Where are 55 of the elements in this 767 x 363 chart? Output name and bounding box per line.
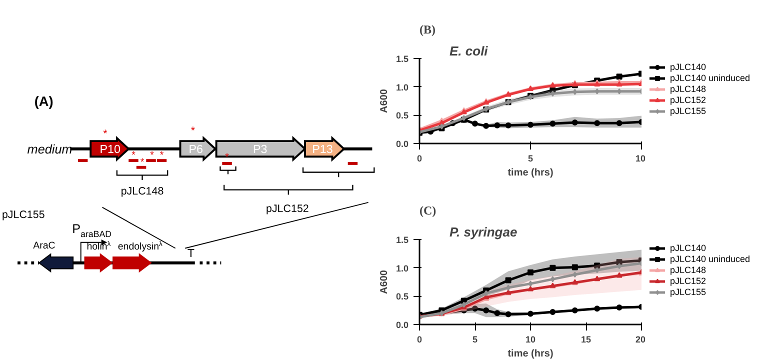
text: (A) [34, 94, 54, 109]
y-tick-label: 0.5 [396, 292, 409, 302]
y-tick-label: 1.5 [396, 54, 409, 64]
y-tick-label: 1.0 [396, 263, 409, 274]
x-tick-label: 15 [580, 334, 592, 344]
x-axis-title: time (hrs) [508, 348, 554, 360]
text: P6 [188, 142, 203, 156]
text: pJLC152 [266, 202, 309, 215]
chart-subtitle: P. syringae [450, 224, 518, 240]
legend-label: pJLC155 [670, 287, 706, 297]
x-tick-label: 0 [416, 154, 422, 164]
legend-label: pJLC148 [670, 84, 706, 94]
y-tick-label: 1.0 [396, 82, 409, 92]
text: * [160, 150, 164, 162]
text: P10 [100, 142, 121, 156]
text: T [187, 247, 195, 260]
text: * [103, 128, 108, 140]
legend-label: pJLC148 [670, 265, 706, 275]
text: * [150, 150, 154, 162]
chart-title: (C) [420, 204, 436, 218]
legend-label: pJLC152 [670, 276, 706, 286]
text: medium [27, 142, 72, 156]
text: * [140, 156, 144, 168]
y-axis-title: A600 [378, 88, 390, 113]
text: pJLC155 [2, 208, 45, 221]
text: P$_{araBAD}$ [72, 222, 112, 240]
legend-label: pJLC155 [670, 106, 706, 116]
x-tick-label: 5 [528, 154, 534, 164]
text: endolysin$^{λ}$ [118, 240, 164, 253]
y-tick-label: 0.5 [396, 110, 409, 121]
text: holin$^{λ}$ [86, 240, 112, 253]
y-tick-label: 0.0 [396, 320, 409, 330]
y-tick-label: 0.0 [396, 139, 409, 149]
x-tick-label: 20 [635, 334, 646, 344]
x-tick-label: 10 [635, 154, 646, 164]
legend-label: pJLC140 uninduced [670, 73, 750, 83]
chart-subtitle: E. coli [450, 44, 488, 58]
legend-label: pJLC152 [670, 95, 706, 105]
legend-label: pJLC140 uninduced [670, 254, 750, 264]
text: AraC [33, 240, 56, 252]
x-tick-label: 0 [416, 334, 422, 344]
x-tick-label: 5 [472, 334, 478, 344]
text: * [190, 125, 196, 138]
text: P3 [253, 142, 268, 156]
legend-label: pJLC140 [670, 243, 706, 253]
text: P13 [312, 142, 333, 156]
y-tick-label: 1.5 [396, 235, 409, 245]
x-axis-title: time (hrs) [508, 168, 554, 178]
text: * [225, 152, 230, 164]
text: * [132, 150, 136, 162]
y-axis-title: A600 [378, 270, 390, 294]
text: pJLC148 [120, 185, 164, 198]
x-tick-label: 10 [525, 334, 536, 344]
legend-label: pJLC140 [670, 62, 706, 72]
chart-title: (B) [420, 22, 436, 36]
